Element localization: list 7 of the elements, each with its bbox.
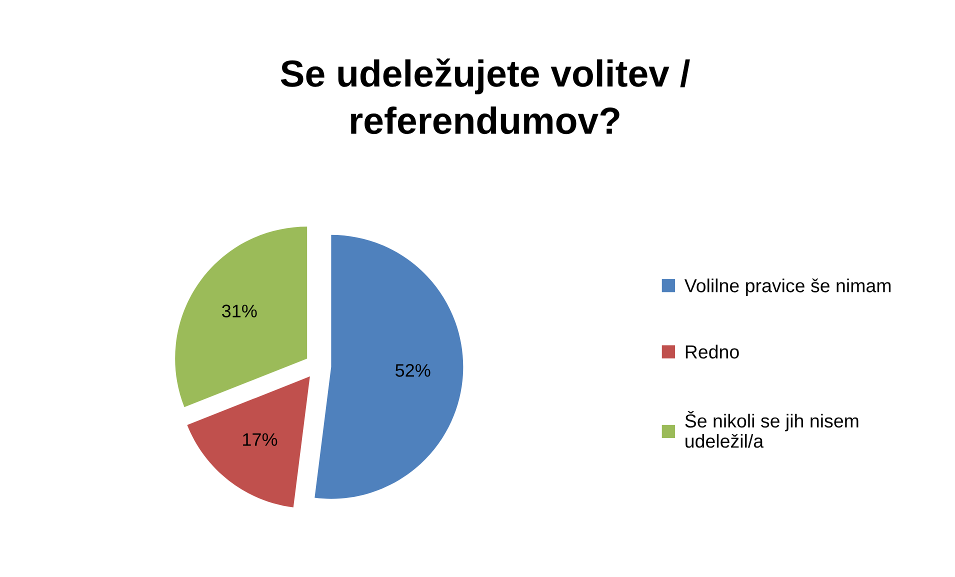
data-label: 17% <box>243 433 278 446</box>
data-label: 31% <box>222 304 257 318</box>
chart-title: Se udeležujete volitev / referendumov? <box>280 58 690 134</box>
legend-label: Še nikoli se jih nisem udeležil/a <box>685 411 858 448</box>
legend-label: Redno <box>686 344 739 359</box>
data-label: 52% <box>396 364 430 377</box>
legend-label: Volilne pravice še nimam <box>684 278 891 296</box>
